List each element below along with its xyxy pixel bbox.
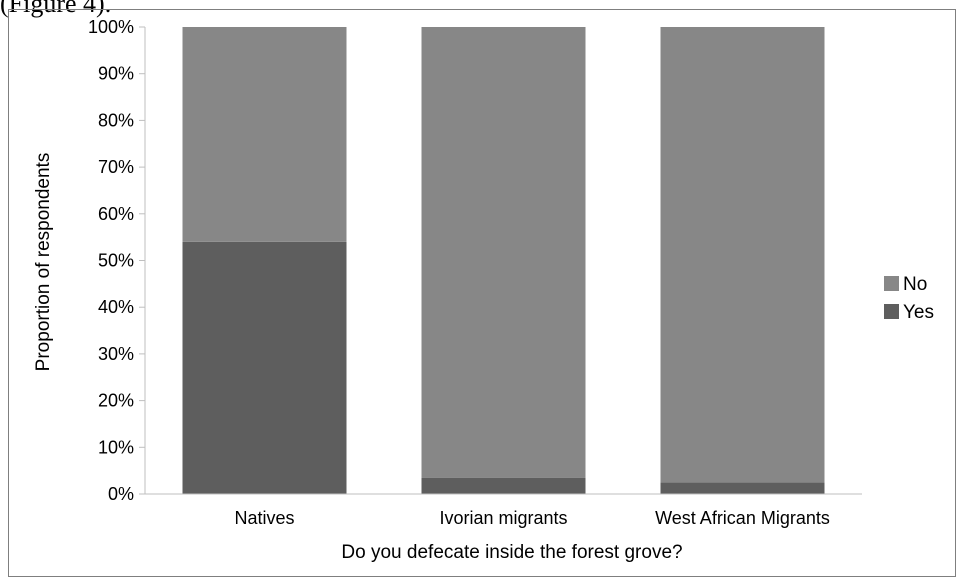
bar-no — [182, 27, 347, 242]
figure-caption-fragment: (Figure 4). — [0, 0, 112, 18]
legend-swatch-no — [884, 276, 899, 291]
chart-frame — [8, 9, 956, 577]
plot-area: 0% 10% 20% 30% 40% 50% 60% 70% 80% 90% 100% Natives… — [88, 17, 862, 528]
y-tick-label: 10% — [98, 437, 134, 457]
legend-label-no: No — [903, 274, 927, 295]
bar-yes — [421, 477, 586, 494]
x-axis-title: Do you defecate inside the forest grove? — [341, 542, 682, 563]
legend: No Yes — [884, 274, 934, 323]
bar-no — [421, 27, 586, 478]
y-tick-label: 90% — [98, 64, 134, 84]
y-tick-label: 40% — [98, 297, 134, 317]
bar-no — [660, 27, 825, 483]
bar-yes — [182, 241, 347, 494]
legend-swatch-yes — [884, 304, 899, 319]
y-tick-label: 70% — [98, 157, 134, 177]
y-axis-title: Proportion of respondents — [33, 153, 54, 372]
x-tick-label: West African Migrants — [655, 508, 830, 528]
x-tick-label: Natives — [234, 508, 294, 528]
y-tick-label: 20% — [98, 391, 134, 411]
y-tick-label: 30% — [98, 344, 134, 364]
y-tick-label: 0% — [108, 484, 134, 504]
y-tick-label: 60% — [98, 204, 134, 224]
bar-yes — [660, 482, 825, 494]
y-tick-label: 80% — [98, 110, 134, 130]
x-tick-label: Ivorian migrants — [439, 508, 567, 528]
y-tick-label: 100% — [88, 17, 134, 37]
y-tick-label: 50% — [98, 251, 134, 271]
legend-label-yes: Yes — [903, 302, 934, 323]
